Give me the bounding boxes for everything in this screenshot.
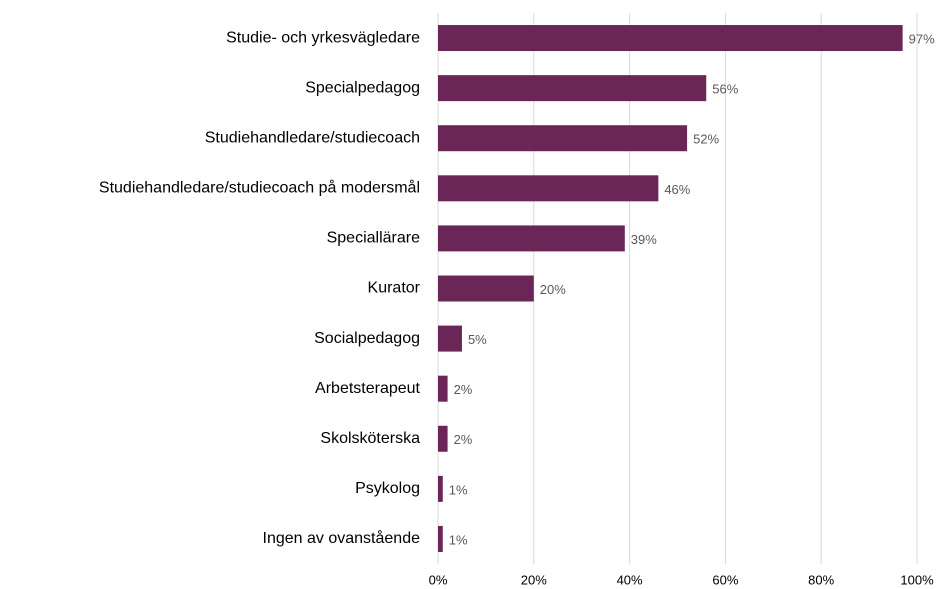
y-tick-label: Arbetsterapeut [315,380,421,397]
bar [438,475,443,502]
bar [438,375,448,402]
y-tick-label: Speciallärare [327,230,420,247]
x-tick-label: 100% [900,572,934,587]
bar [438,225,625,252]
y-tick-label: Specialpedagog [305,79,420,96]
bar [438,525,443,552]
bar [438,75,707,102]
y-tick-label: Kurator [368,280,421,297]
y-tick-label: Ingen av ovanstående [263,529,421,547]
value-label: 5% [468,332,487,347]
bar [438,425,448,452]
y-tick-label: Skolsköterska [320,430,420,447]
bar [438,325,462,352]
value-label: 2% [454,382,473,397]
value-label: 52% [693,132,719,147]
x-tick-label: 40% [617,572,643,587]
y-tick-label: Psykolog [355,480,420,497]
value-label: 46% [664,182,690,197]
x-tick-label: 80% [808,572,834,587]
x-tick-label: 60% [712,572,738,587]
bar [438,25,903,52]
value-label: 1% [449,532,468,547]
value-label: 97% [909,31,935,46]
value-label: 2% [454,432,473,447]
value-label: 39% [631,232,657,247]
y-tick-label: Socialpedagog [314,330,420,347]
value-label: 20% [540,282,566,297]
y-tick-label: Studie- och yrkesvägledare [226,29,420,46]
y-tick-label: Studiehandledare/studiecoach [205,129,420,146]
bar [438,125,688,152]
x-tick-label: 20% [521,572,547,587]
y-tick-label: Studiehandledare/studiecoach på modersmå… [99,179,420,197]
value-label: 1% [449,482,468,497]
bar [438,275,534,302]
x-tick-label: 0% [429,572,448,587]
bar [438,175,659,202]
value-label: 56% [712,82,738,97]
